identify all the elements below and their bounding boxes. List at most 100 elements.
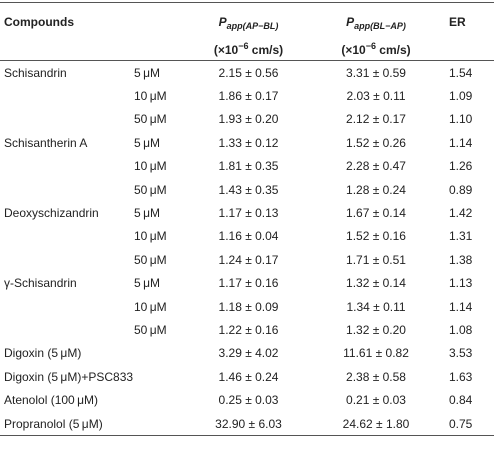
- table-row: 10 μM 1.18 ± 0.09 1.34 ± 0.11 1.14: [0, 295, 494, 318]
- papp-ab-cell: 2.15 ± 0.56: [218, 65, 279, 80]
- papp-ba-cell: 1.52 ± 0.16: [346, 229, 406, 244]
- er-cell: 3.53: [449, 346, 473, 361]
- empty-cell: [0, 84, 130, 107]
- papp-ab-cell: 1.46 ± 0.24: [218, 369, 279, 384]
- concentration-cell: 10 μM: [134, 159, 167, 174]
- er-cell: 0.75: [449, 416, 473, 431]
- papp-ba-cell: 2.03 ± 0.11: [346, 89, 406, 104]
- compound-cell: Digoxin (5 μM)+PSC833: [4, 369, 134, 384]
- papp-ba-cell: 11.61 ± 0.82: [343, 346, 409, 361]
- papp-ba-cell: 1.32 ± 0.14: [346, 276, 406, 291]
- papp-ab-cell: 0.25 ± 0.03: [218, 393, 279, 408]
- table-row: 50 μM 1.22 ± 0.16 1.32 ± 0.20 1.08: [0, 318, 494, 341]
- empty-cell: [0, 225, 130, 248]
- papp-ba-cell: 1.28 ± 0.24: [346, 182, 406, 197]
- empty-cell: [0, 178, 130, 201]
- compound-cell: Schisantherin A: [4, 135, 88, 150]
- compound-cell: Atenolol (100 μM): [4, 393, 99, 408]
- papp-ab-cell: 1.86 ± 0.17: [218, 89, 279, 104]
- concentration-cell: 50 μM: [134, 252, 167, 267]
- er-cell: 1.10: [449, 112, 473, 127]
- papp-ab-cell: 32.90 ± 6.03: [215, 416, 282, 431]
- unit: cm/s): [375, 43, 411, 57]
- compound-cell: Deoxyschizandrin: [4, 206, 99, 221]
- table-row: 10 μM 1.81 ± 0.35 2.28 ± 0.47 1.26: [0, 155, 494, 178]
- papp-ab-cell: 1.18 ± 0.09: [218, 299, 279, 314]
- table-row: 10 μM 1.16 ± 0.04 1.52 ± 0.16 1.31: [0, 225, 494, 248]
- er-cell: 1.26: [449, 159, 473, 174]
- concentration-cell: 10 μM: [134, 89, 167, 104]
- papp-ab-cell: 1.93 ± 0.20: [218, 112, 279, 127]
- header-cell: Compounds: [0, 2, 130, 61]
- papp-ab-cell: 1.17 ± 0.16: [218, 276, 279, 291]
- concentration-cell: 10 μM: [134, 229, 167, 244]
- er-cell: 0.84: [449, 393, 473, 408]
- concentration-cell: 5 μM: [134, 206, 160, 221]
- papp-ba-cell: 2.12 ± 0.17: [346, 112, 406, 127]
- er-cell: 1.31: [449, 229, 473, 244]
- concentration-cell: 5 μM: [134, 65, 160, 80]
- compound-cell: γ-Schisandrin: [4, 276, 77, 291]
- papp-ab-cell: 1.22 ± 0.16: [218, 322, 279, 337]
- header-cell: Papp(BL−AP) (×10−6 cm/s): [307, 2, 445, 61]
- papp-ab-cell: 1.24 ± 0.17: [218, 252, 279, 267]
- table-row: Propranolol (5 μM) 32.90 ± 6.03 24.62 ± 1.…: [0, 412, 494, 436]
- empty-cell: [0, 108, 130, 131]
- header-cell: ER: [445, 2, 494, 61]
- table-row: Digoxin (5 μM)+PSC833 1.46 ± 0.24 2.38 ± 0…: [0, 365, 494, 388]
- er-cell: 1.63: [449, 369, 473, 384]
- compound-cell: Schisandrin: [4, 65, 67, 80]
- compound-cell: Digoxin (5 μM): [4, 346, 82, 361]
- er-cell: 1.14: [449, 299, 473, 314]
- papp-ba-cell: 1.67 ± 0.14: [346, 206, 406, 221]
- subscript: app(BL−AP): [354, 21, 406, 31]
- table-row: Schisandrin 5 μM 2.15 ± 0.56 3.31 ± 0.59 1.5…: [0, 61, 494, 85]
- papp-ba-cell: 3.31 ± 0.59: [346, 65, 406, 80]
- er-cell: 0.89: [449, 182, 473, 197]
- concentration-cell: 50 μM: [134, 112, 167, 127]
- table-row: Deoxyschizandrin 5 μM 1.17 ± 0.13 1.67 ± 0.…: [0, 201, 494, 224]
- er-cell: 1.54: [449, 65, 473, 80]
- papp-ba-cell: 1.71 ± 0.51: [346, 252, 406, 267]
- unit: cm/s): [248, 43, 284, 57]
- er-cell: 1.14: [449, 135, 473, 150]
- table-row: 50 μM 1.93 ± 0.20 2.12 ± 0.17 1.10: [0, 108, 494, 131]
- papp-ab-cell: 3.29 ± 4.02: [218, 346, 279, 361]
- er-cell: 1.09: [449, 89, 473, 104]
- papp-ab-cell: 1.17 ± 0.13: [218, 206, 279, 221]
- papp-ab-cell: 1.16 ± 0.04: [218, 229, 279, 244]
- concentration-cell: 10 μM: [134, 299, 167, 314]
- symbol: P: [218, 15, 227, 29]
- papp-ab-cell: 1.81 ± 0.35: [218, 159, 279, 174]
- empty-cell: [0, 318, 130, 341]
- papp-ba-cell: 2.38 ± 0.58: [346, 369, 406, 384]
- symbol: P: [346, 15, 355, 29]
- papp-ab-cell: 1.33 ± 0.12: [218, 135, 279, 150]
- concentration-cell: 5 μM: [134, 135, 160, 150]
- empty-cell: [0, 155, 130, 178]
- unit: (×10: [213, 43, 239, 57]
- concentration-cell: 50 μM: [134, 182, 167, 197]
- papp-ba-cell: 1.52 ± 0.26: [346, 135, 406, 150]
- exponent: −6: [238, 41, 249, 51]
- header-row: Compounds Papp(AP−BL) (×10−6 cm/s) Papp(…: [0, 2, 494, 61]
- papp-ba-cell: 24.62 ± 1.80: [342, 416, 410, 431]
- er-cell: 1.38: [449, 252, 473, 267]
- er-cell: 1.42: [449, 206, 473, 221]
- table-row: Schisantherin A 5 μM 1.33 ± 0.12 1.52 ± 0.2…: [0, 131, 494, 154]
- table-row: 50 μM 1.43 ± 0.35 1.28 ± 0.24 0.89: [0, 178, 494, 201]
- exponent: −6: [365, 41, 376, 51]
- papp-ba-cell: 2.28 ± 0.47: [346, 159, 406, 174]
- papp-ba-cell: 1.32 ± 0.20: [346, 322, 406, 337]
- table-row: 10 μM 1.86 ± 0.17 2.03 ± 0.11 1.09: [0, 84, 494, 107]
- data-table: Compounds Papp(AP−BL) (×10−6 cm/s) Papp(…: [0, 2, 494, 437]
- er-cell: 1.13: [449, 276, 473, 291]
- papp-ba-cell: 1.34 ± 0.11: [346, 299, 406, 314]
- papp-ab-cell: 1.43 ± 0.35: [218, 182, 279, 197]
- subscript-text: app(AP−BL): [226, 21, 279, 31]
- table-row: γ-Schisandrin 5 μM 1.17 ± 0.16 1.32 ± 0.14 1…: [0, 272, 494, 295]
- table-row: Atenolol (100 μM) 0.25 ± 0.03 0.21 ± 0.03 0…: [0, 388, 494, 411]
- table-row: Digoxin (5 μM) 3.29 ± 4.02 11.61 ± 0.82 3.5…: [0, 342, 494, 365]
- er-cell: 1.08: [449, 322, 473, 337]
